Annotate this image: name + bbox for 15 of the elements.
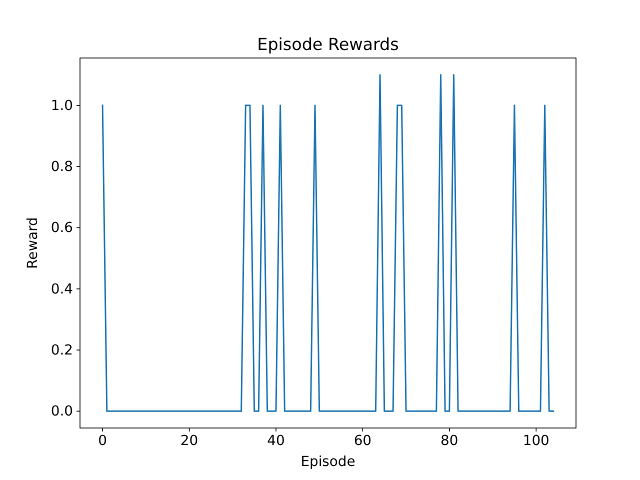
- y-tick-label: 0.8: [50, 159, 73, 175]
- y-tick-label: 0.4: [50, 281, 74, 298]
- x-tick-label: 80: [440, 432, 458, 449]
- y-axis-title: Reward: [25, 217, 41, 269]
- y-tick-label: 0.6: [50, 220, 73, 236]
- y-tick-label: 0.0: [50, 404, 73, 420]
- y-tick-label: 1.0: [50, 98, 73, 114]
- x-tick-label: 100: [522, 432, 550, 449]
- x-tick-label: 40: [267, 432, 285, 449]
- chart-title: Episode Rewards: [257, 34, 399, 54]
- y-tick-label: 0.2: [50, 342, 73, 358]
- x-tick-label: 0: [98, 432, 107, 449]
- x-tick-label: 60: [354, 432, 372, 449]
- x-axis-title: Episode: [300, 454, 356, 470]
- x-tick-label: 20: [180, 432, 198, 449]
